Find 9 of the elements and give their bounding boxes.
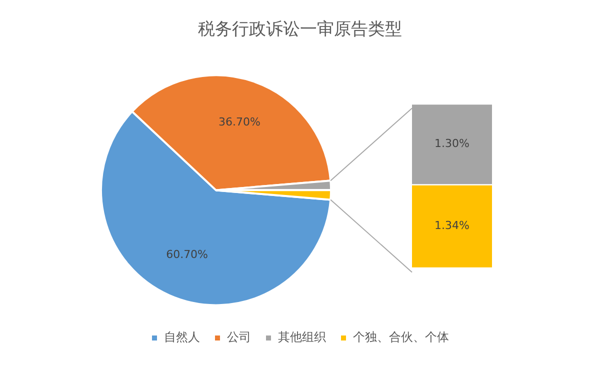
legend-label: 其他组织 [278,330,326,344]
legend-label: 公司 [227,330,251,344]
legend-label: 自然人 [164,330,200,344]
data-label: 60.70% [166,248,208,262]
data-label: 1.30% [434,137,470,150]
data-label: 1.34% [434,219,470,232]
legend-label: 个独、合伙、个体 [353,330,449,344]
chart-title: 税务行政诉讼一审原告类型 [198,20,402,40]
data-label: 36.70% [218,116,260,129]
